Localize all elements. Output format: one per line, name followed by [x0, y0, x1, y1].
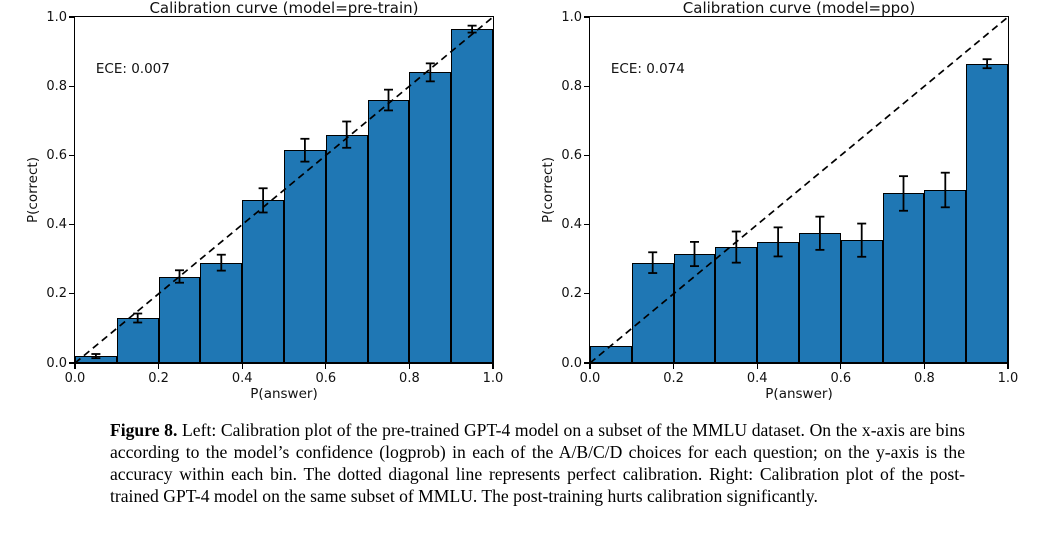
x-tick-label: 0.8 — [399, 371, 420, 386]
y-tick-label: 0.6 — [46, 147, 67, 163]
y-tick-label: 0.8 — [561, 78, 582, 94]
y-tick-label: 0.4 — [46, 217, 67, 233]
x-tick-label: 0.6 — [830, 371, 852, 386]
bar-bin-0.9-1 — [966, 63, 1008, 363]
y-tick-mark — [584, 16, 589, 18]
ece-annotation: ECE: 0.074 — [610, 61, 685, 77]
y-tick-mark — [584, 85, 589, 87]
x-tick-label: 0.2 — [663, 371, 684, 386]
y-tick-label: 1.0 — [561, 9, 582, 25]
x-tick-label: 0.4 — [746, 371, 768, 386]
x-tick-mark — [158, 364, 160, 369]
x-axis-label: P(answer) — [250, 386, 318, 402]
x-tick-mark — [325, 364, 327, 369]
chart-title: Calibration curve (model=ppo) — [682, 0, 916, 17]
x-tick-mark — [241, 364, 243, 369]
y-tick-mark — [69, 154, 74, 156]
y-tick-mark — [69, 362, 74, 364]
y-tick-mark — [584, 224, 589, 226]
bar-bin-0.2-0.3 — [158, 276, 201, 363]
x-tick-label: 1.0 — [997, 371, 1019, 386]
figure-caption: Figure 8. Left: Calibration plot of the … — [110, 419, 965, 507]
x-tick-label: 0.4 — [231, 371, 253, 386]
chart-overlay — [589, 16, 1009, 364]
bar-bin-0.4-0.5 — [757, 241, 799, 363]
bar-bin-0.8-0.9 — [924, 190, 967, 363]
bar-bin-0.4-0.5 — [242, 200, 284, 363]
x-tick-mark — [840, 364, 842, 369]
bar-bin-0.6-0.7 — [840, 240, 883, 363]
y-axis-label: P(correct) — [25, 157, 41, 223]
y-tick-label: 0.8 — [46, 78, 67, 94]
x-tick-mark — [756, 364, 758, 369]
bar-bin-0.5-0.6 — [799, 233, 841, 363]
y-tick-mark — [584, 154, 589, 156]
bar-bin-0.3-0.4 — [715, 247, 758, 363]
y-tick-mark — [584, 362, 589, 364]
y-tick-label: 0.0 — [561, 355, 582, 371]
bar-bin-0.7-0.8 — [882, 193, 925, 363]
perfect-calibration-diagonal — [589, 16, 1009, 364]
x-tick-mark — [492, 364, 494, 369]
chart-overlay — [74, 16, 494, 364]
bar-bin-0.2-0.3 — [673, 254, 716, 363]
y-tick-label: 0.2 — [561, 286, 582, 302]
y-tick-mark — [69, 224, 74, 226]
x-axis-label: P(answer) — [765, 386, 833, 402]
y-tick-label: 0.6 — [561, 147, 582, 163]
chart-title: Calibration curve (model=pre-train) — [149, 0, 419, 17]
y-tick-label: 0.4 — [561, 217, 582, 233]
x-tick-mark — [408, 364, 410, 369]
x-tick-label: 0.0 — [579, 371, 601, 386]
caption-label: Figure 8. — [110, 420, 178, 440]
x-tick-mark — [589, 364, 591, 369]
x-tick-label: 1.0 — [482, 371, 504, 386]
bar-bin-0.6-0.7 — [325, 134, 368, 363]
y-tick-mark — [69, 293, 74, 295]
x-tick-mark — [673, 364, 675, 369]
y-tick-label: 1.0 — [46, 9, 67, 25]
x-tick-label: 0.0 — [64, 371, 86, 386]
plot-area-frame — [589, 16, 1009, 364]
y-tick-mark — [69, 16, 74, 18]
y-tick-mark — [584, 293, 589, 295]
y-tick-mark — [69, 85, 74, 87]
x-tick-mark — [74, 364, 76, 369]
x-tick-label: 0.2 — [148, 371, 169, 386]
bar-bin-0.7-0.8 — [367, 100, 410, 363]
bar-bin-0.5-0.6 — [284, 150, 326, 363]
y-tick-label: 0.0 — [46, 355, 67, 371]
bar-bin-0.8-0.9 — [409, 72, 452, 363]
bar-bin-0.1-0.2 — [631, 262, 674, 363]
x-tick-label: 0.8 — [914, 371, 935, 386]
caption-text: Left: Calibration plot of the pre-traine… — [110, 420, 965, 506]
y-axis-label: P(correct) — [540, 157, 556, 223]
bar-bin-0.3-0.4 — [200, 262, 243, 363]
plot-area-frame — [74, 16, 494, 364]
ece-annotation: ECE: 0.007 — [95, 61, 170, 77]
perfect-calibration-diagonal — [74, 16, 494, 364]
bar-bin-0.9-1 — [451, 29, 493, 363]
x-tick-mark — [923, 364, 925, 369]
x-tick-mark — [1007, 364, 1009, 369]
bar-bin-0.1-0.2 — [116, 318, 159, 363]
x-tick-label: 0.6 — [315, 371, 337, 386]
y-tick-label: 0.2 — [46, 286, 67, 302]
